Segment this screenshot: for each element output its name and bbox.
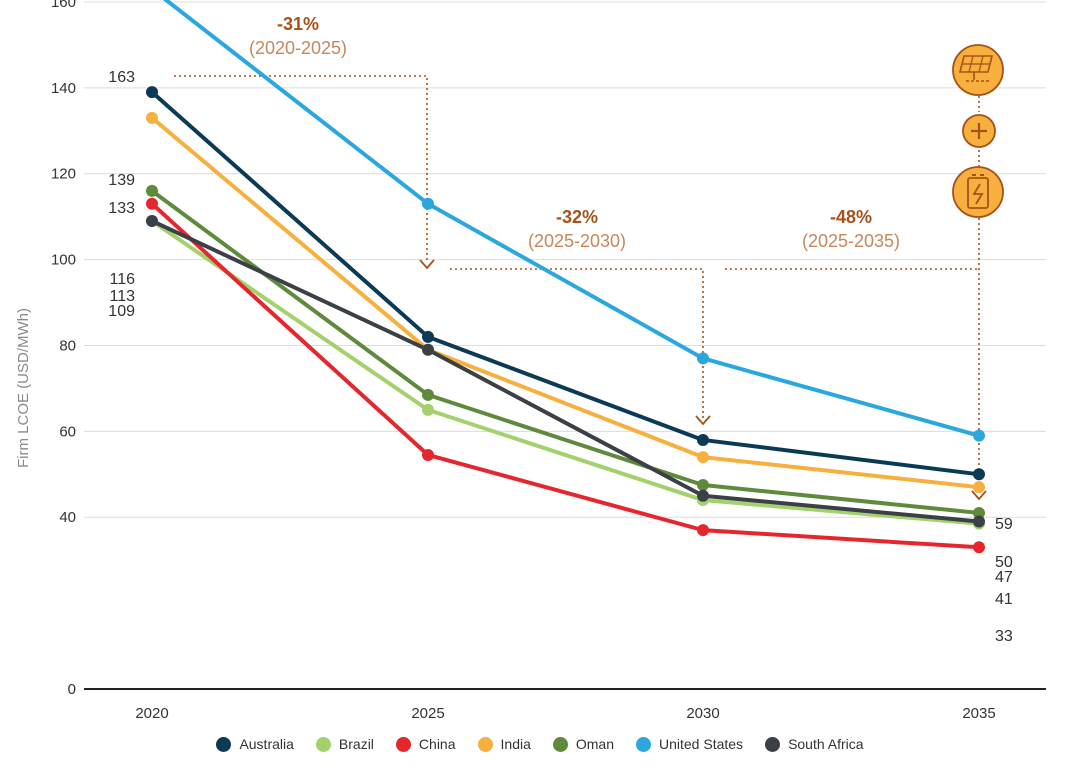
data-point-china <box>422 448 434 461</box>
data-point-india <box>697 451 709 464</box>
legend-item: China <box>395 736 456 752</box>
legend-swatch <box>395 736 411 752</box>
data-point-australia <box>973 468 985 481</box>
legend-item: India <box>477 736 531 752</box>
legend: Australia Brazil China India Oman United Stat… <box>0 736 1080 752</box>
legend-swatch <box>636 736 651 752</box>
annotation-range: (2025-2030) <box>528 231 626 251</box>
y-tick-label: 80 <box>59 337 76 354</box>
legend-label: China <box>418 736 456 752</box>
legend-item: South Africa <box>765 736 864 752</box>
data-point-united-states <box>973 429 985 442</box>
battery-icon <box>952 166 1004 218</box>
annotation-arrow <box>695 415 711 426</box>
legend-swatch <box>216 736 232 752</box>
solar-panel-grid <box>978 55 984 73</box>
data-point-oman <box>146 184 158 197</box>
legend-swatch <box>477 736 493 752</box>
y-tick-label: 60 <box>59 423 76 440</box>
legend-label: South Africa <box>788 736 864 752</box>
start-value-label: 109 <box>108 303 135 320</box>
y-tick-label: 120 <box>51 166 76 183</box>
x-tick-label: 2035 <box>962 705 995 722</box>
legend-item: United States <box>636 736 743 752</box>
data-point-australia <box>697 433 709 446</box>
data-point-australia <box>146 86 158 99</box>
x-tick-label: 2030 <box>686 705 719 722</box>
end-value-label: 47 <box>995 569 1013 586</box>
data-point-china <box>697 524 709 537</box>
series-line-china <box>150 202 980 550</box>
legend-label: Brazil <box>338 736 374 752</box>
annotation-percent: -31% <box>277 14 319 34</box>
data-point-south-africa <box>973 515 985 528</box>
start-value-label: 116 <box>109 271 135 288</box>
legend-item: Australia <box>216 736 294 752</box>
y-axis-label: Firm LCOE (USD/MWh) <box>15 308 32 468</box>
battery-body <box>967 177 989 209</box>
solar-panel-icon <box>952 44 1004 96</box>
data-point-united-states <box>697 352 709 365</box>
data-point-india <box>973 481 985 494</box>
legend-swatch <box>315 736 331 752</box>
y-tick-label: 0 <box>68 681 76 698</box>
y-tick-label: 140 <box>51 80 76 97</box>
data-point-south-africa <box>422 343 434 356</box>
data-point-china <box>973 541 985 554</box>
end-value-label: 41 <box>995 591 1013 608</box>
series-line-india <box>150 116 980 490</box>
data-point-united-states <box>422 197 434 210</box>
y-tick-label: 40 <box>59 509 76 526</box>
legend-swatch <box>552 736 568 752</box>
annotation-range: (2020-2025) <box>249 38 347 58</box>
data-point-brazil <box>422 403 434 416</box>
data-point-oman <box>422 388 434 401</box>
annotation-arrow <box>971 490 987 501</box>
end-value-label: 33 <box>995 628 1013 645</box>
legend-label: United States <box>659 736 744 752</box>
series-line-australia <box>150 90 980 477</box>
series-line-brazil <box>150 219 980 526</box>
annotation-bracket <box>450 268 704 418</box>
legend-label: Australia <box>239 736 294 752</box>
legend-label: India <box>500 736 531 752</box>
data-point-india <box>146 111 158 124</box>
line-chart: 0 40 60 80 100 120 140 160 2020 2025 2030 2035 Firm … <box>15 0 1046 722</box>
data-point-australia <box>422 330 434 343</box>
start-value-label: 163 <box>108 69 135 86</box>
annotation-range: (2025-2035) <box>802 231 900 251</box>
data-point-oman <box>973 506 985 519</box>
x-tick-label: 2020 <box>135 705 168 722</box>
legend-swatch <box>765 736 781 752</box>
start-value-label: 133 <box>108 200 135 217</box>
annotation-arrow <box>419 259 435 270</box>
data-point-south-africa <box>697 489 709 502</box>
data-point-china <box>146 197 158 210</box>
annotation-percent: -48% <box>830 207 872 227</box>
start-value-label: 113 <box>109 288 135 305</box>
legend-item: Oman <box>552 736 614 752</box>
end-value-label: 50 <box>995 554 1013 571</box>
start-value-label: 139 <box>108 172 135 189</box>
series-line-south-africa <box>151 219 980 524</box>
annotation-percent: -32% <box>556 207 598 227</box>
y-tick-label: 160 <box>51 0 76 11</box>
data-point-oman <box>697 479 709 492</box>
legend-label: Oman <box>575 736 614 752</box>
end-value-label: 59 <box>995 516 1013 533</box>
series-line-oman <box>150 189 980 515</box>
solar-panel-grid <box>968 55 974 73</box>
series-line-united-states <box>162 0 980 438</box>
legend-item: Brazil <box>315 736 374 752</box>
x-tick-label: 2025 <box>411 705 444 722</box>
data-point-south-africa <box>146 214 158 227</box>
battery-bolt <box>972 183 984 205</box>
y-tick-label: 100 <box>51 252 76 269</box>
